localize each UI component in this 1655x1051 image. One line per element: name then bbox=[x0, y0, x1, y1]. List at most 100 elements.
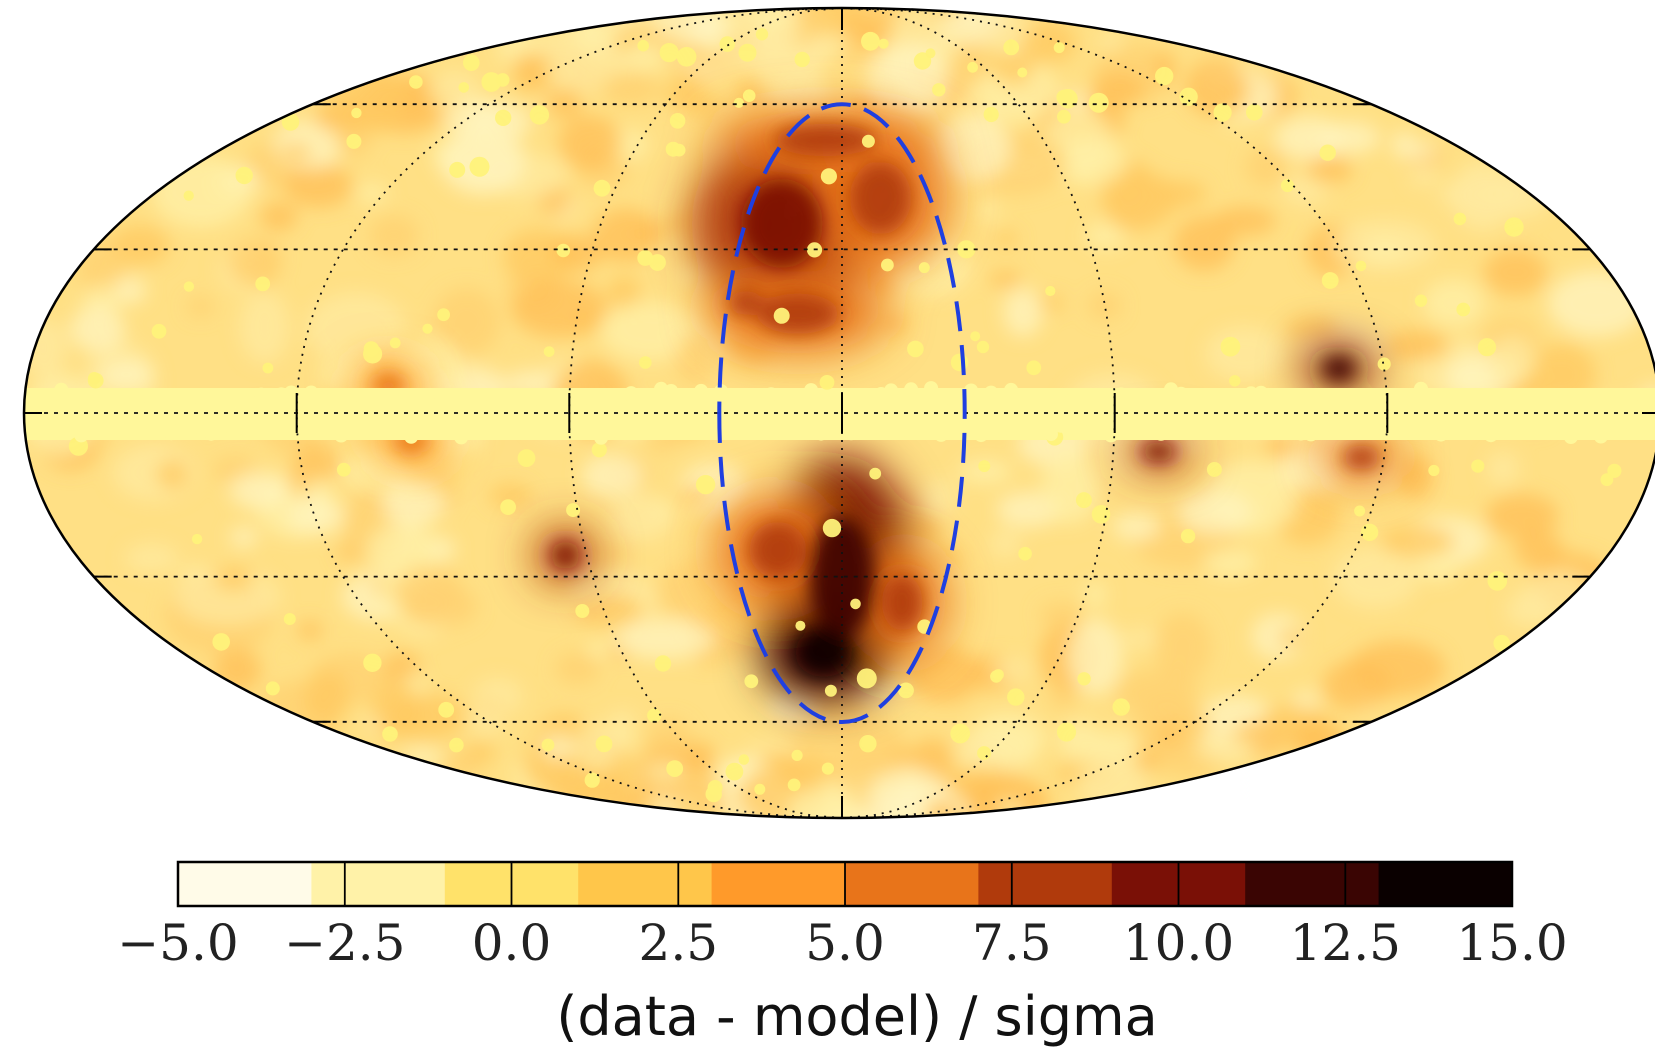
masked-source bbox=[495, 73, 510, 87]
texture-blob bbox=[286, 496, 345, 535]
texture-blob bbox=[1103, 170, 1178, 230]
plane-mask-fringe bbox=[864, 407, 879, 422]
colorbar-tick-labels: −5.0 −2.5 0.0 2.5 5.0 7.5 10.0 12.5 15.0 bbox=[117, 914, 1567, 972]
masked-source bbox=[773, 307, 790, 324]
colorbar-tick-label: 10.0 bbox=[1123, 914, 1234, 972]
texture-blob bbox=[908, 646, 982, 704]
plane-mask-fringe bbox=[1044, 427, 1058, 442]
plane-mask-fringe bbox=[524, 394, 539, 409]
masked-source bbox=[822, 518, 842, 538]
texture-blob bbox=[1020, 20, 1077, 65]
plane-mask-fringe bbox=[194, 392, 209, 407]
plane-mask-fringe bbox=[1324, 395, 1338, 410]
texture-blob bbox=[1306, 155, 1353, 184]
plane-mask-fringe bbox=[1464, 421, 1478, 435]
texture-blob bbox=[295, 447, 341, 483]
masked-source bbox=[898, 682, 914, 699]
texture-blob bbox=[1244, 146, 1288, 188]
plane-mask-fringe bbox=[344, 390, 359, 405]
masked-source bbox=[913, 52, 932, 70]
masked-source bbox=[495, 109, 512, 127]
texture-blob bbox=[305, 292, 407, 366]
masked-source bbox=[1319, 144, 1336, 161]
plane-mask-fringe bbox=[1264, 404, 1278, 419]
masked-source bbox=[755, 28, 769, 41]
texture-blob bbox=[929, 548, 963, 563]
texture-blob bbox=[174, 568, 281, 625]
texture-blob bbox=[1505, 592, 1552, 628]
plane-mask-fringe bbox=[784, 390, 799, 405]
plane-mask-fringe bbox=[1374, 391, 1388, 406]
masked-source bbox=[235, 166, 253, 185]
plane-mask-fringe bbox=[1254, 385, 1268, 400]
texture-blob bbox=[1003, 287, 1043, 337]
masked-source bbox=[1056, 722, 1077, 742]
texture-blob bbox=[284, 163, 354, 208]
masked-source bbox=[850, 598, 861, 610]
plane-mask-fringe bbox=[944, 403, 959, 418]
colorbar-tick-label: 0.0 bbox=[472, 914, 552, 972]
plane-mask-fringe bbox=[364, 412, 379, 427]
masked-source bbox=[1355, 260, 1367, 272]
plane-mask-fringe bbox=[314, 406, 329, 421]
masked-source bbox=[1246, 103, 1263, 121]
excess-core bbox=[1343, 445, 1380, 470]
plane-mask-fringe bbox=[1623, 403, 1638, 418]
plane-mask-fringe bbox=[184, 422, 199, 437]
texture-blob bbox=[1068, 618, 1123, 695]
masked-source bbox=[1471, 459, 1485, 473]
texture-blob bbox=[1514, 530, 1564, 570]
masked-source bbox=[1354, 505, 1366, 517]
masked-source bbox=[733, 97, 745, 108]
masked-source bbox=[543, 346, 555, 357]
masked-source bbox=[719, 36, 736, 52]
plane-mask-fringe bbox=[274, 387, 289, 402]
plane-mask-fringe bbox=[1314, 414, 1328, 429]
masked-source bbox=[705, 785, 722, 803]
texture-blob bbox=[213, 566, 253, 591]
plane-mask-fringe bbox=[904, 382, 919, 397]
masked-source bbox=[824, 684, 837, 697]
masked-source bbox=[438, 701, 455, 718]
excess-core bbox=[849, 161, 912, 235]
masked-source bbox=[1220, 336, 1241, 357]
plane-mask-fringe bbox=[1563, 430, 1578, 444]
texture-blob bbox=[1157, 723, 1182, 744]
masked-source bbox=[351, 107, 362, 119]
plane-mask-fringe bbox=[134, 416, 149, 431]
plane-mask-fringe bbox=[1004, 382, 1019, 397]
masked-source bbox=[1018, 546, 1032, 561]
masked-source bbox=[725, 762, 744, 781]
texture-blob bbox=[1285, 313, 1338, 343]
texture-blob bbox=[1417, 548, 1458, 583]
texture-blob bbox=[572, 594, 644, 628]
texture-blob bbox=[124, 543, 179, 573]
masked-source bbox=[856, 668, 877, 689]
plane-mask-fringe bbox=[954, 419, 969, 434]
texture-blob bbox=[428, 71, 480, 111]
colorbar-segment bbox=[311, 862, 446, 906]
plane-mask-fringe bbox=[1613, 417, 1628, 432]
masked-source bbox=[821, 762, 835, 775]
plane-mask-fringe bbox=[34, 408, 49, 423]
plane-mask-fringe bbox=[1054, 418, 1068, 433]
masked-source bbox=[978, 460, 991, 473]
masked-source bbox=[869, 467, 882, 480]
texture-blob bbox=[468, 740, 495, 763]
masked-source bbox=[336, 462, 351, 477]
plane-mask-fringe bbox=[1344, 404, 1358, 419]
texture-blob bbox=[1485, 451, 1520, 486]
masked-source bbox=[666, 760, 684, 777]
masked-source bbox=[1112, 698, 1130, 716]
plane-mask-fringe bbox=[1014, 418, 1029, 433]
texture-blob bbox=[633, 220, 667, 243]
masked-source bbox=[566, 503, 581, 518]
plane-mask-fringe bbox=[1603, 410, 1618, 425]
excess-core bbox=[1142, 441, 1175, 462]
masked-source bbox=[1493, 634, 1510, 652]
masked-point-sources bbox=[34, 28, 1655, 803]
masked-source bbox=[932, 83, 946, 97]
colorbar-label: (data - model) / sigma bbox=[556, 985, 1157, 1048]
masked-source bbox=[463, 54, 480, 71]
